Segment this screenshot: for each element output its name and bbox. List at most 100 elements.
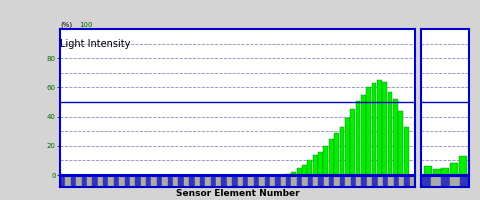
Bar [162,176,168,187]
Bar [334,133,339,175]
Text: (%): (%) [60,22,72,28]
Bar [232,176,238,187]
Bar [329,138,334,175]
Bar [450,176,460,187]
Bar [356,176,361,187]
Bar [82,176,87,187]
Bar [286,174,291,175]
Bar [297,168,301,175]
Bar [318,176,324,187]
Bar [318,152,323,175]
Bar [460,176,469,187]
Bar [324,176,329,187]
Bar [60,176,65,187]
Bar [404,127,408,175]
Bar [410,176,415,187]
Bar [372,83,376,175]
Bar [377,80,382,175]
Bar [157,176,162,187]
Bar [71,176,76,187]
Bar [356,101,360,175]
Bar [125,176,130,187]
Bar [345,118,349,175]
Bar [92,176,97,187]
Bar [442,168,449,175]
Bar [335,176,340,187]
Bar [291,172,296,175]
Text: Light Intensity: Light Intensity [60,39,131,49]
Bar [135,176,141,187]
Bar [152,176,157,187]
Bar [450,163,458,175]
Bar [378,176,383,187]
Bar [394,176,399,187]
Bar [200,176,205,187]
Bar [146,176,152,187]
Bar [184,176,189,187]
Bar [221,176,227,187]
Bar [179,176,184,187]
Bar [399,176,405,187]
Bar [291,176,297,187]
Bar [87,176,92,187]
Bar [216,176,221,187]
Bar [65,176,71,187]
Bar [308,176,313,187]
Bar [270,176,275,187]
Bar [340,176,345,187]
Bar [393,99,398,175]
Bar [313,155,318,175]
Bar [366,87,371,175]
Bar [286,176,291,187]
Bar [432,169,441,175]
Bar [405,176,410,187]
Text: 100: 100 [80,22,93,28]
Bar [398,111,403,175]
Bar [424,166,432,175]
Bar [211,176,216,187]
Bar [307,160,312,175]
Bar [97,176,103,187]
Bar [76,176,82,187]
Bar [141,176,146,187]
Bar [421,176,431,187]
Bar [297,176,302,187]
Bar [103,176,108,187]
Bar [361,176,367,187]
Bar [205,176,211,187]
Bar [313,176,318,187]
Bar [350,109,355,175]
Bar [173,176,179,187]
Bar [431,176,441,187]
Bar [302,165,307,175]
Bar [383,176,388,187]
Bar [254,176,259,187]
Bar [114,176,119,187]
Bar [459,156,467,175]
Bar [324,146,328,175]
Bar [119,176,125,187]
Bar [108,176,114,187]
Bar [259,176,264,187]
Bar [361,95,366,175]
Bar [367,176,372,187]
Bar [281,176,286,187]
Bar [345,176,350,187]
Bar [238,176,243,187]
Bar [382,82,387,175]
Bar [441,176,450,187]
Bar [339,127,344,175]
Bar [130,176,135,187]
Bar [264,176,270,187]
Bar [168,176,173,187]
Bar [350,176,356,187]
Bar [388,176,394,187]
Bar [248,176,254,187]
Bar [388,92,393,175]
Bar [302,176,308,187]
Bar [227,176,232,187]
Bar [194,176,200,187]
Bar [275,176,281,187]
Text: Sensor Element Number: Sensor Element Number [176,189,300,198]
Bar [189,176,194,187]
